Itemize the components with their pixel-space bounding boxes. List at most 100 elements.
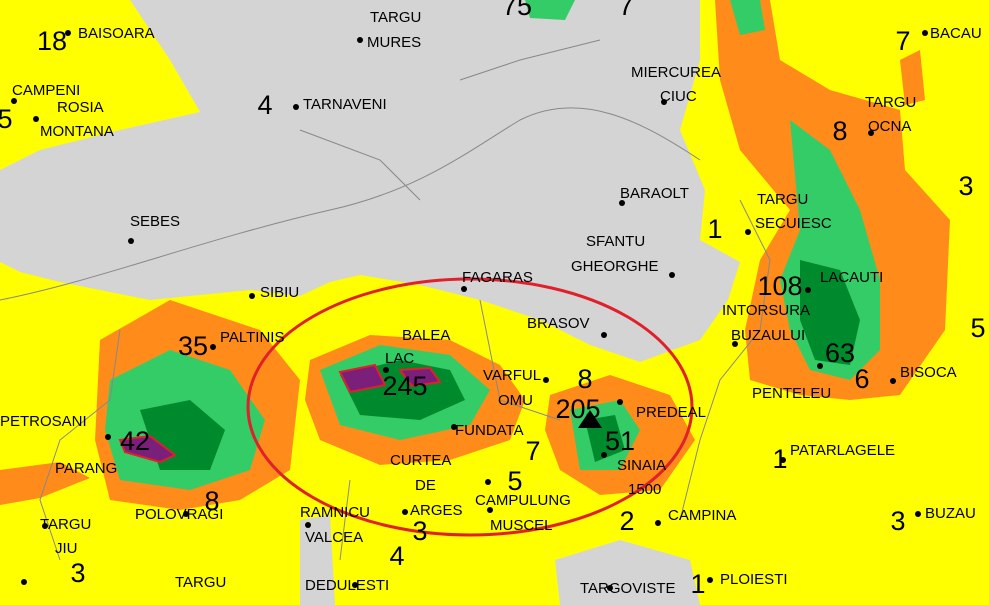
place-label: SIBIU (260, 284, 299, 301)
city-dot (402, 509, 408, 515)
city-dot (487, 507, 493, 513)
snow-depth-value: 4 (257, 90, 272, 120)
city-dot (461, 286, 467, 292)
snow-depth-value: 4 (389, 541, 404, 571)
place-label: MONTANA (40, 123, 114, 140)
place-label: LACAUTI (820, 269, 883, 286)
city-dot (485, 479, 491, 485)
place-label: 1500 (628, 481, 661, 498)
place-label: BRASOV (527, 315, 590, 332)
place-label: JIU (55, 540, 78, 557)
place-label: BALEA (402, 327, 450, 344)
place-label: SFANTU (586, 233, 645, 250)
place-label: TARNAVENI (303, 96, 387, 113)
place-label: BAISOARA (78, 25, 155, 42)
city-dot (601, 332, 607, 338)
city-dot (249, 293, 255, 299)
place-label: TARGU (757, 191, 808, 208)
place-label: FUNDATA (455, 422, 524, 439)
snow-depth-value: 5 (970, 313, 985, 343)
highlight-ellipse (246, 277, 694, 537)
place-label: VALCEA (305, 529, 363, 546)
city-dot (915, 511, 921, 517)
place-label: DEDULESTI (305, 577, 389, 594)
snow-depth-value: 3 (70, 558, 85, 588)
place-label: BUZAULUI (731, 327, 805, 344)
snow-depth-value: 8 (832, 116, 847, 146)
place-label: PARANG (55, 460, 117, 477)
place-label: GHEORGHE (571, 258, 659, 275)
city-dot (780, 457, 786, 463)
city-dot (817, 363, 823, 369)
city-dot (745, 229, 751, 235)
place-label: PENTELEU (752, 385, 831, 402)
place-label: TARGU (865, 94, 916, 111)
city-dot (65, 30, 71, 36)
city-dot (543, 377, 549, 383)
place-label: PALTINIS (220, 329, 284, 346)
place-label: VARFUL (483, 367, 541, 384)
snow-depth-value: 35 (178, 331, 208, 361)
place-label: PATARLAGELE (790, 442, 895, 459)
place-label: CIUC (660, 88, 697, 105)
city-dot (33, 116, 39, 122)
snow-depth-value: 3 (958, 171, 973, 201)
place-label: BUZAU (925, 505, 976, 522)
city-dot (42, 523, 48, 529)
snow-depth-value: 1 (707, 214, 722, 244)
snow-depth-value: 7 (525, 436, 540, 466)
place-label: FAGARAS (462, 269, 533, 286)
place-label: MUSCEL (490, 517, 553, 534)
city-dot (707, 577, 713, 583)
city-dot (210, 344, 216, 350)
city-dot (11, 98, 17, 104)
snow-depth-value: 205 (555, 394, 600, 424)
city-dot (305, 522, 311, 528)
city-dot (890, 378, 896, 384)
place-label: CURTEA (390, 452, 451, 469)
place-label: SECUIESC (755, 215, 832, 232)
city-dot (619, 200, 625, 206)
place-label: SEBES (130, 213, 180, 230)
snow-depth-value: 18 (37, 26, 67, 56)
place-label: ROSIA (57, 99, 104, 116)
city-dot (105, 434, 111, 440)
city-dot (868, 130, 874, 136)
snow-depth-value: 245 (382, 371, 427, 401)
city-dot (607, 585, 613, 591)
snow-depth-value: 63 (825, 338, 855, 368)
no-snow-area (0, 0, 740, 362)
place-label: CAMPINA (668, 507, 736, 524)
snow-depth-value: 7 (618, 0, 633, 21)
city-dot (357, 37, 363, 43)
city-dot (661, 99, 667, 105)
city-dot (451, 424, 457, 430)
snow-depth-value: 51 (605, 426, 635, 456)
place-label: TARGU (370, 9, 421, 26)
place-label: MIERCUREA (631, 64, 721, 81)
city-dot (383, 367, 389, 373)
city-dot (21, 579, 27, 585)
purple-zones (118, 363, 442, 464)
place-label: MURES (367, 34, 421, 51)
place-label: SINAIA (617, 457, 666, 474)
place-label: DE (415, 477, 436, 494)
place-label: TARGOVISTE (580, 580, 676, 597)
city-dot (732, 341, 738, 347)
snow-depth-value: 3 (412, 516, 427, 546)
snow-depth-value: 5 (507, 466, 522, 496)
snow-depth-value: 5 (0, 104, 13, 134)
snow-depth-value: 1 (690, 569, 705, 599)
city-dot (655, 520, 661, 526)
place-label: PLOIESTI (720, 571, 788, 588)
place-label: INTORSURA (722, 302, 810, 319)
city-dot (617, 399, 623, 405)
snow-depth-value: 7 (895, 26, 910, 56)
snow-depth-value: 3 (890, 506, 905, 536)
place-label: TARGU (175, 574, 226, 591)
place-label: CAMPENI (12, 82, 80, 99)
snow-depth-value: 1 (772, 444, 787, 474)
city-dot (669, 272, 675, 278)
